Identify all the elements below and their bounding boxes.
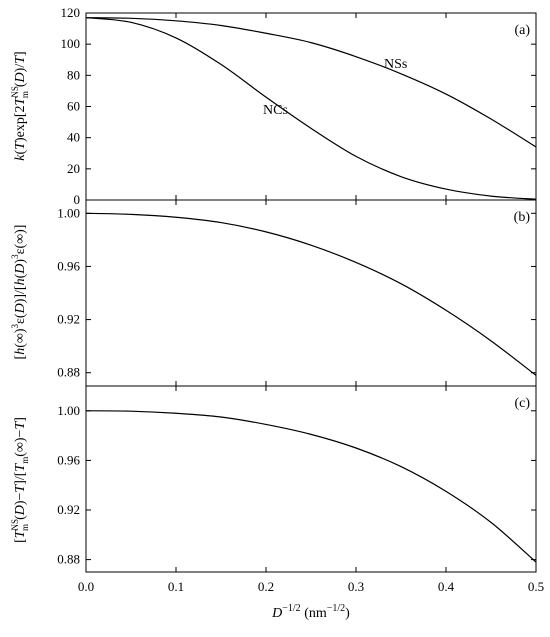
x-tick-label: 0.1	[168, 579, 184, 594]
panel-c-frame	[85, 385, 537, 573]
y-tick-label-a: 20	[67, 161, 80, 176]
x-tick-label: 0.3	[348, 579, 364, 594]
series-label-nss: NSs	[384, 57, 407, 72]
y-tick-label-a: 0	[74, 192, 81, 207]
y-axis-label-a: k(T)exp[2TNSm(D)/T]	[10, 51, 30, 160]
panel-b-tag: (b)	[514, 210, 531, 225]
series-label-ncs: NCs	[263, 103, 288, 118]
panel-c-tag: (c)	[514, 396, 530, 411]
x-tick-label: 0.0	[78, 579, 94, 594]
ticks-layer: 0.0 0.1 0.2 0.3 0.4 0.5 0 20 40 60 80 100 120 0.88 0.9…	[57, 5, 544, 594]
y-tick-label-a: 100	[61, 36, 81, 51]
y-tick-label-a: 120	[61, 5, 81, 20]
x-tick-label: 0.4	[438, 579, 455, 594]
y-tick-label-b: 0.88	[57, 365, 80, 380]
y-tick-label-c: 0.88	[57, 552, 80, 567]
y-tick-label-a: 40	[67, 130, 80, 145]
y-tick-label-a: 60	[67, 99, 80, 114]
y-tick-label-c: 1.00	[57, 403, 80, 418]
y-axis-label-c: [TNSm(D)−T]/[Tm(∞)−T]	[10, 417, 30, 543]
y-tick-label-c: 0.92	[57, 502, 80, 517]
x-tick-label: 0.2	[258, 579, 274, 594]
y-axis-label-b: [h(∞)3ε(D)]/[h(D)3ε(∞)]	[10, 225, 28, 360]
x-tick-label: 0.5	[528, 579, 544, 594]
y-tick-label-c: 0.96	[57, 452, 80, 467]
curve-a-ncs	[85, 17, 537, 200]
curve-a-nss	[85, 17, 537, 148]
panel-b-frame	[85, 199, 537, 387]
curves-layer	[85, 17, 537, 563]
x-axis-label: D−1/2 (nm−1/2)	[271, 603, 350, 621]
y-tick-label-b: 0.92	[57, 312, 80, 327]
curve-b-series-0	[85, 212, 537, 376]
y-tick-label-b: 0.96	[57, 258, 80, 273]
y-tick-label-b: 1.00	[57, 205, 80, 220]
y-tick-label-a: 80	[67, 67, 80, 82]
curve-c-series-0	[85, 410, 537, 563]
panel-a-tag: (a)	[514, 23, 530, 38]
